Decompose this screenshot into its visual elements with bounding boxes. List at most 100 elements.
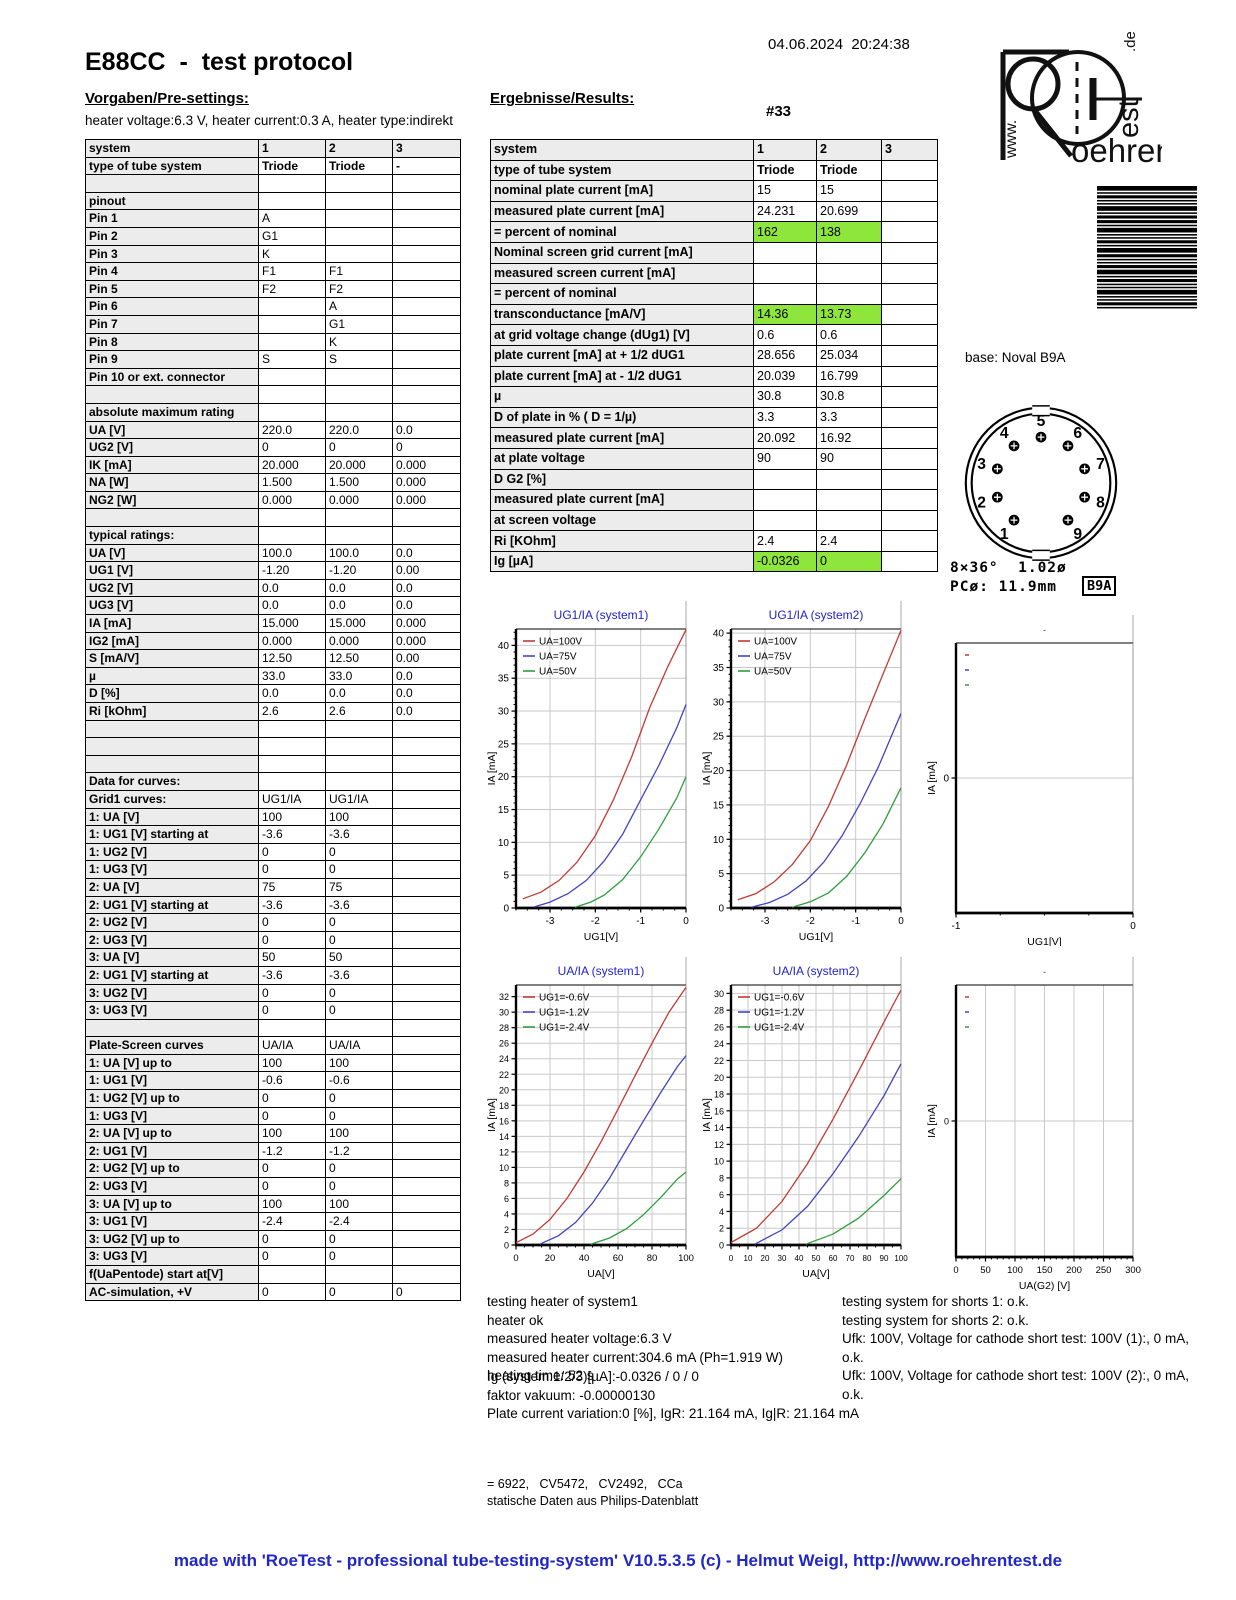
svg-text:-: - [1043, 625, 1046, 635]
value-cell [392, 402, 461, 422]
value-cell [392, 1229, 461, 1249]
row-label-cell: µ [85, 666, 259, 686]
value-cell [325, 719, 393, 739]
value-cell: 0.00 [392, 561, 461, 580]
value-cell: K [325, 332, 393, 352]
value-cell: UG1/IA [258, 789, 326, 809]
barcode [1097, 186, 1197, 309]
value-cell: 0.0 [392, 702, 461, 721]
row-label-cell: 2: UG3 [V] [85, 930, 259, 950]
svg-text:20: 20 [545, 1253, 556, 1264]
row-label-cell [85, 1018, 259, 1038]
table-row: Ri [kOhm] 2.6 2.6 0.0 [85, 702, 461, 721]
value-cell: 100 [258, 807, 326, 827]
value-cell [392, 842, 461, 862]
table-row: f(UaPentode) start at[V] [85, 1265, 461, 1284]
value-cell [325, 209, 393, 228]
value-cell: 15.000 [325, 614, 393, 633]
value-cell: 0 [325, 913, 393, 932]
svg-text:UA=75V: UA=75V [539, 652, 577, 663]
value-cell: 50 [258, 948, 326, 967]
row-label-cell: 3: UA [V] up to [85, 1194, 259, 1214]
row-label-cell: D [%] [85, 684, 259, 703]
row-label-cell: at screen voltage [490, 509, 754, 532]
svg-text:UG1=-2.4V: UG1=-2.4V [539, 1023, 590, 1034]
value-cell: 0.0 [392, 578, 461, 598]
value-cell [258, 191, 326, 211]
pin-number: 8 [1096, 495, 1105, 512]
svg-text:0: 0 [1130, 921, 1136, 932]
note-line: Ufk: 100V, Voltage for cathode short tes… [842, 1368, 1189, 1402]
value-cell [325, 526, 393, 545]
table-row: Pin 5 F2 F2 [85, 279, 461, 299]
table-row: 2: UA [V] up to 100 100 [85, 1124, 461, 1143]
value-cell: 0 [258, 1247, 326, 1266]
note-line: Plate current variation:0 [%], IgR: 21.1… [487, 1406, 859, 1421]
pin-number: 9 [1073, 526, 1082, 543]
row-label-cell: Pin 6 [85, 297, 259, 316]
note-line: testing system for shorts 1: o.k. [842, 1294, 1029, 1309]
logo-est-text: est [1113, 99, 1145, 138]
value-cell: -2.4 [325, 1212, 393, 1231]
value-cell [392, 297, 461, 316]
row-label-cell: Pin 7 [85, 314, 259, 334]
value-cell: G1 [258, 226, 326, 246]
chart-svg: UA/IA (system1)0 20 40 60 80 1000246810121416… [486, 957, 694, 1280]
value-cell: -0.6 [325, 1071, 393, 1091]
base-spec-line2: PCø: 11.9mm [950, 579, 1058, 595]
table-row: 3: UG2 [V] 0 0 [85, 983, 461, 1003]
value-cell [258, 754, 326, 774]
svg-text:0: 0 [953, 1265, 958, 1276]
svg-text:UA=75V: UA=75V [754, 652, 792, 663]
svg-text:5: 5 [718, 869, 724, 880]
value-cell: -3.6 [258, 965, 326, 985]
svg-text:18: 18 [714, 1090, 724, 1100]
value-cell: 100 [258, 1053, 326, 1073]
value-cell: 0 [258, 913, 326, 932]
value-cell: S [325, 350, 393, 369]
value-cell: 0 [258, 842, 326, 862]
value-cell: 0 [258, 1229, 326, 1249]
table-row: IG2 [mA] 0.000 0.000 0.000 [85, 631, 461, 651]
value-cell [258, 526, 326, 545]
value-cell [258, 385, 326, 404]
svg-text:80: 80 [647, 1253, 658, 1264]
value-cell [392, 877, 461, 897]
row-label-cell: pinout [85, 191, 259, 211]
chart-svg: - -1 0 0 UG1[V] IA [mA] [926, 615, 1136, 948]
value-cell: Triode [816, 159, 882, 182]
row-label-cell: Pin 1 [85, 209, 259, 228]
value-cell [325, 385, 393, 404]
value-cell [881, 427, 938, 449]
base-code-badge: B9A [1082, 576, 1117, 596]
row-label-cell: 3: UG3 [V] [85, 1247, 259, 1266]
table-row: 1: UG1 [V] starting at -3.6 -3.6 [85, 825, 461, 844]
report-datetime: 04.06.2024 20:24:38 [768, 36, 910, 53]
value-cell [753, 283, 817, 305]
value-cell [392, 332, 461, 352]
value-cell: 1.500 [325, 473, 393, 492]
value-cell [258, 297, 326, 316]
table-row: 2: UG3 [V] 0 0 [85, 930, 461, 950]
svg-text:20: 20 [499, 1085, 509, 1095]
value-cell: 2 [325, 139, 393, 158]
row-label-cell: 3: UG2 [V] up to [85, 1229, 259, 1249]
svg-text:10: 10 [713, 835, 725, 846]
svg-text:10: 10 [744, 1254, 753, 1263]
value-cell: 25.034 [816, 344, 882, 367]
pin-number: 4 [1000, 425, 1009, 442]
row-label-cell: Grid1 curves: [85, 789, 259, 809]
value-cell [325, 174, 393, 193]
table-row: IA [mA] 15.000 15.000 0.000 [85, 614, 461, 633]
value-cell: 0.000 [258, 631, 326, 651]
value-cell [881, 468, 938, 491]
svg-text:5: 5 [503, 871, 509, 882]
svg-text:0: 0 [944, 1117, 949, 1127]
svg-text:IA [mA]: IA [mA] [487, 751, 498, 785]
svg-text:0: 0 [683, 916, 689, 927]
value-cell [392, 948, 461, 967]
row-label-cell [85, 385, 259, 404]
table-row: UG2 [V] 0 0 0 [85, 438, 461, 457]
svg-text:28: 28 [499, 1023, 509, 1033]
value-cell: 0 [325, 1247, 393, 1266]
